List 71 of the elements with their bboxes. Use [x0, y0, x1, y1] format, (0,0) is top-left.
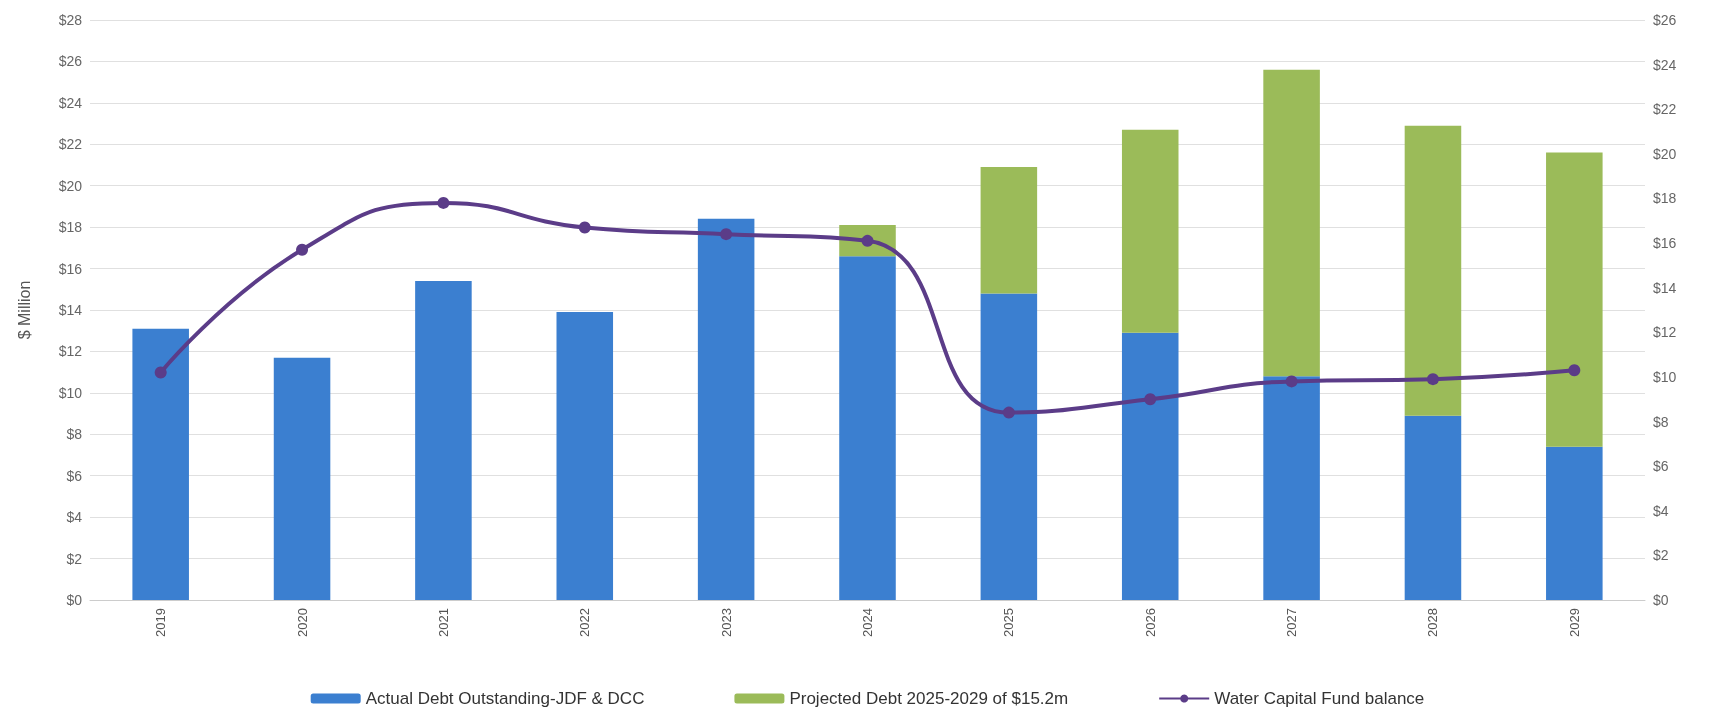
bar — [1546, 152, 1603, 447]
legend-label: Water Capital Fund balance — [1214, 689, 1425, 708]
y2-tick-label: $8 — [1653, 413, 1669, 430]
x-tick-label: 2028 — [1425, 608, 1441, 637]
y-tick-label: $14 — [58, 302, 83, 318]
y2-tick-label: $0 — [1653, 592, 1669, 608]
x-tick-label: 2021 — [435, 608, 451, 637]
y2-tick-label: $2 — [1653, 547, 1669, 564]
y2-tick-label: $12 — [1653, 324, 1677, 341]
bar — [1546, 446, 1603, 600]
y2-tick-label: $16 — [1653, 235, 1677, 252]
point — [1002, 406, 1015, 419]
bar — [980, 167, 1038, 294]
point — [578, 221, 591, 234]
y-tick-label: $4 — [66, 509, 83, 526]
point — [154, 366, 167, 379]
y2-tick-label: $6 — [1653, 458, 1669, 475]
bar — [1263, 69, 1320, 377]
y2-tick-label: $4 — [1653, 502, 1669, 519]
y-tick-label: $8 — [66, 426, 83, 443]
y2-tick-label: $18 — [1653, 190, 1677, 207]
point — [720, 228, 733, 241]
point — [1144, 393, 1157, 406]
y2-tick-label: $10 — [1653, 368, 1677, 385]
bar — [1121, 332, 1179, 600]
y-tick-label: $18 — [58, 219, 83, 236]
x-tick-label: 2026 — [1142, 608, 1158, 637]
y2-tick-label: $26 — [1653, 12, 1677, 28]
y-tick-label: $28 — [58, 12, 83, 28]
bar — [1121, 129, 1179, 333]
y2-tick-label: $20 — [1653, 145, 1677, 162]
x-tick-label: 2022 — [577, 608, 593, 637]
bar — [415, 281, 472, 600]
x-tick-label: 2029 — [1566, 608, 1582, 637]
y-axis-title: $ Million — [15, 280, 33, 340]
point — [1568, 364, 1581, 377]
x-tick-label: 2019 — [153, 608, 169, 637]
legend-label: Actual Debt Outstanding-JDF & DCC — [365, 689, 645, 708]
bar — [1404, 415, 1462, 600]
y2-tick-label: $22 — [1653, 101, 1677, 118]
x-tick-label: 2020 — [294, 608, 310, 637]
y-tick-label: $6 — [66, 467, 83, 484]
y-tick-label: $0 — [66, 592, 83, 608]
y-tick-label: $22 — [58, 136, 83, 153]
y-tick-label: $12 — [58, 343, 83, 360]
y-tick-label: $16 — [58, 260, 83, 277]
x-tick-label: 2023 — [718, 608, 734, 637]
bar — [1263, 376, 1320, 600]
bar — [980, 293, 1038, 600]
bar — [839, 256, 896, 600]
bar — [273, 357, 331, 600]
bar — [132, 328, 189, 600]
y-tick-label: $10 — [58, 384, 83, 401]
x-tick-label: 2025 — [1001, 608, 1017, 637]
y2-tick-label: $14 — [1653, 279, 1677, 296]
bar — [556, 312, 614, 600]
y2-tick-label: $24 — [1653, 56, 1677, 73]
y-tick-label: $2 — [66, 550, 83, 567]
point — [296, 243, 309, 256]
point — [861, 234, 874, 247]
x-tick-label: 2024 — [860, 608, 875, 637]
bar — [1404, 125, 1462, 416]
point — [437, 196, 450, 209]
y-tick-label: $20 — [58, 177, 83, 194]
bar — [697, 218, 755, 600]
x-tick-label: 2027 — [1284, 608, 1300, 637]
point — [1285, 375, 1298, 388]
point — [1426, 373, 1439, 386]
y-tick-label: $24 — [58, 94, 83, 111]
legend-label: Projected Debt 2025-2029 of $15.2m — [789, 689, 1069, 708]
y-tick-label: $26 — [58, 53, 83, 70]
